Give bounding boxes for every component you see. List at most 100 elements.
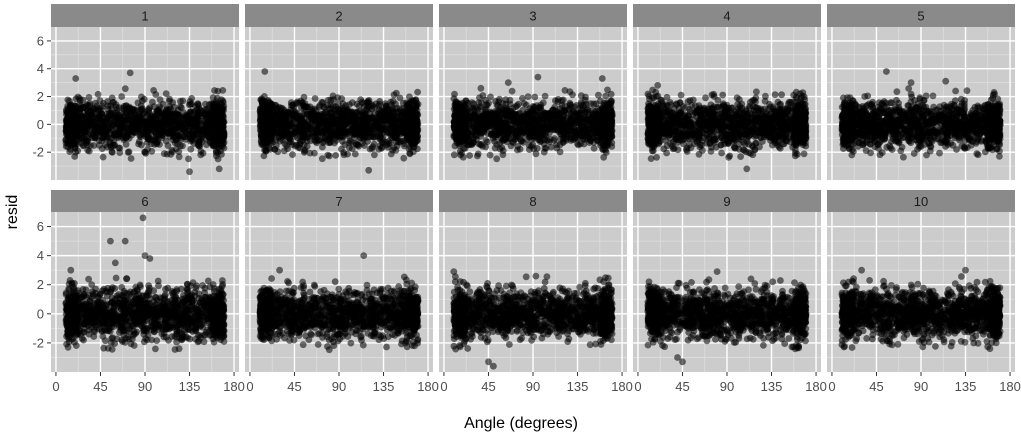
- data-point: [339, 110, 346, 117]
- data-point: [312, 106, 320, 114]
- data-point: [116, 124, 124, 132]
- data-point: [316, 102, 324, 109]
- data-point: [90, 119, 98, 126]
- facet-panel-4: 4: [633, 4, 821, 180]
- data-point: [103, 143, 111, 151]
- data-point: [167, 151, 175, 158]
- data-point: [206, 134, 213, 142]
- data-point: [593, 129, 601, 137]
- data-point: [187, 145, 195, 153]
- data-point: [151, 112, 159, 120]
- data-point: [185, 155, 192, 163]
- data-point: [399, 99, 407, 107]
- data-point: [582, 108, 589, 116]
- data-point: [523, 136, 531, 143]
- data-point: [512, 103, 520, 111]
- data-point: [456, 120, 464, 128]
- data-point: [508, 87, 516, 95]
- data-point: [411, 108, 418, 116]
- data-point: [162, 137, 170, 145]
- data-point: [71, 153, 79, 160]
- data-point: [360, 113, 367, 121]
- data-point: [370, 140, 378, 148]
- data-point: [195, 102, 202, 109]
- data-point: [605, 120, 613, 128]
- data-point: [346, 132, 353, 140]
- data-point: [70, 112, 78, 120]
- data-point: [332, 152, 340, 159]
- data-point: [563, 114, 571, 122]
- data-point: [535, 136, 543, 144]
- data-point: [121, 119, 129, 127]
- data-point: [414, 88, 421, 96]
- data-point: [450, 151, 458, 159]
- data-point: [141, 110, 148, 118]
- outlier-point: [365, 166, 373, 174]
- data-point: [378, 125, 386, 132]
- data-point: [214, 155, 222, 163]
- data-point: [462, 97, 470, 105]
- data-point: [702, 94, 709, 102]
- data-point: [412, 119, 420, 127]
- data-point: [118, 93, 126, 100]
- data-point: [483, 138, 491, 146]
- data-point: [325, 152, 333, 160]
- data-point: [525, 112, 533, 120]
- data-point: [556, 141, 564, 149]
- data-point: [116, 116, 124, 124]
- data-point: [608, 139, 616, 147]
- data-point: [468, 99, 476, 107]
- data-point: [412, 127, 419, 135]
- data-point: [605, 115, 613, 122]
- facet-strip-label: 4: [723, 9, 730, 24]
- data-point: [528, 143, 535, 150]
- data-point: [548, 113, 556, 120]
- data-point: [219, 87, 227, 94]
- data-point: [530, 124, 537, 132]
- data-point: [369, 125, 377, 132]
- data-point: [303, 110, 311, 118]
- data-point: [382, 100, 389, 107]
- data-point: [406, 118, 414, 125]
- data-point: [398, 137, 406, 145]
- data-point: [307, 125, 314, 133]
- data-point: [551, 135, 558, 142]
- data-point: [594, 105, 602, 112]
- data-point: [567, 101, 574, 109]
- data-point: [112, 101, 120, 108]
- data-point: [531, 93, 539, 101]
- data-point: [165, 108, 172, 116]
- data-point: [186, 101, 193, 109]
- data-point: [496, 124, 504, 132]
- data-point: [64, 108, 72, 116]
- data-point: [217, 147, 224, 155]
- data-point: [100, 118, 107, 126]
- data-point: [403, 112, 411, 120]
- data-point: [177, 136, 184, 144]
- data-point: [215, 128, 222, 136]
- data-point: [316, 136, 323, 144]
- data-point: [122, 140, 130, 148]
- outlier-point: [534, 73, 542, 81]
- data-point: [80, 141, 87, 149]
- data-point: [413, 102, 420, 110]
- data-point: [107, 109, 115, 117]
- facet-strip: [51, 4, 239, 27]
- data-point: [194, 130, 202, 138]
- data-point: [82, 122, 90, 130]
- data-point: [562, 109, 570, 117]
- scatter-points: [62, 69, 228, 176]
- outlier-point: [126, 69, 134, 77]
- data-point: [371, 104, 378, 112]
- data-point: [350, 126, 358, 134]
- data-point: [274, 134, 282, 142]
- data-point: [169, 118, 176, 126]
- data-point: [322, 124, 330, 131]
- data-point: [272, 142, 280, 150]
- data-point: [181, 126, 189, 134]
- data-point: [338, 145, 345, 153]
- data-point: [112, 131, 119, 139]
- outlier-point: [504, 79, 512, 86]
- data-point: [94, 90, 102, 98]
- data-point: [604, 86, 611, 94]
